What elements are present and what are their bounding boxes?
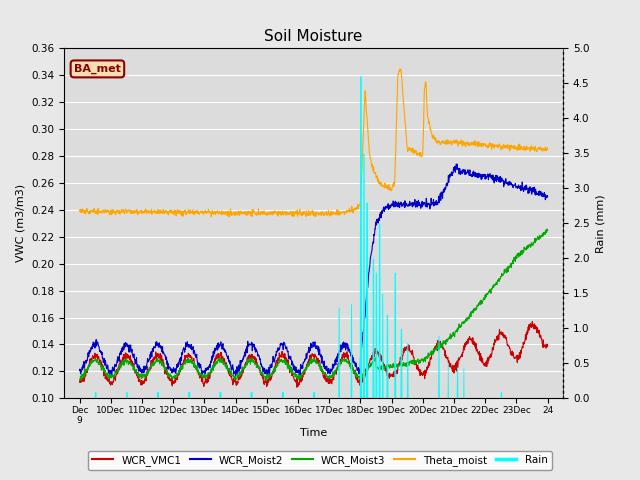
Y-axis label: VWC (m3/m3): VWC (m3/m3) [15, 184, 26, 262]
Text: BA_met: BA_met [74, 64, 121, 74]
Legend: WCR_VMC1, WCR_Moist2, WCR_Moist3, Theta_moist, Rain: WCR_VMC1, WCR_Moist2, WCR_Moist3, Theta_… [88, 451, 552, 470]
Title: Soil Moisture: Soil Moisture [264, 29, 363, 44]
Y-axis label: Rain (mm): Rain (mm) [595, 194, 605, 252]
X-axis label: Time: Time [300, 428, 327, 438]
